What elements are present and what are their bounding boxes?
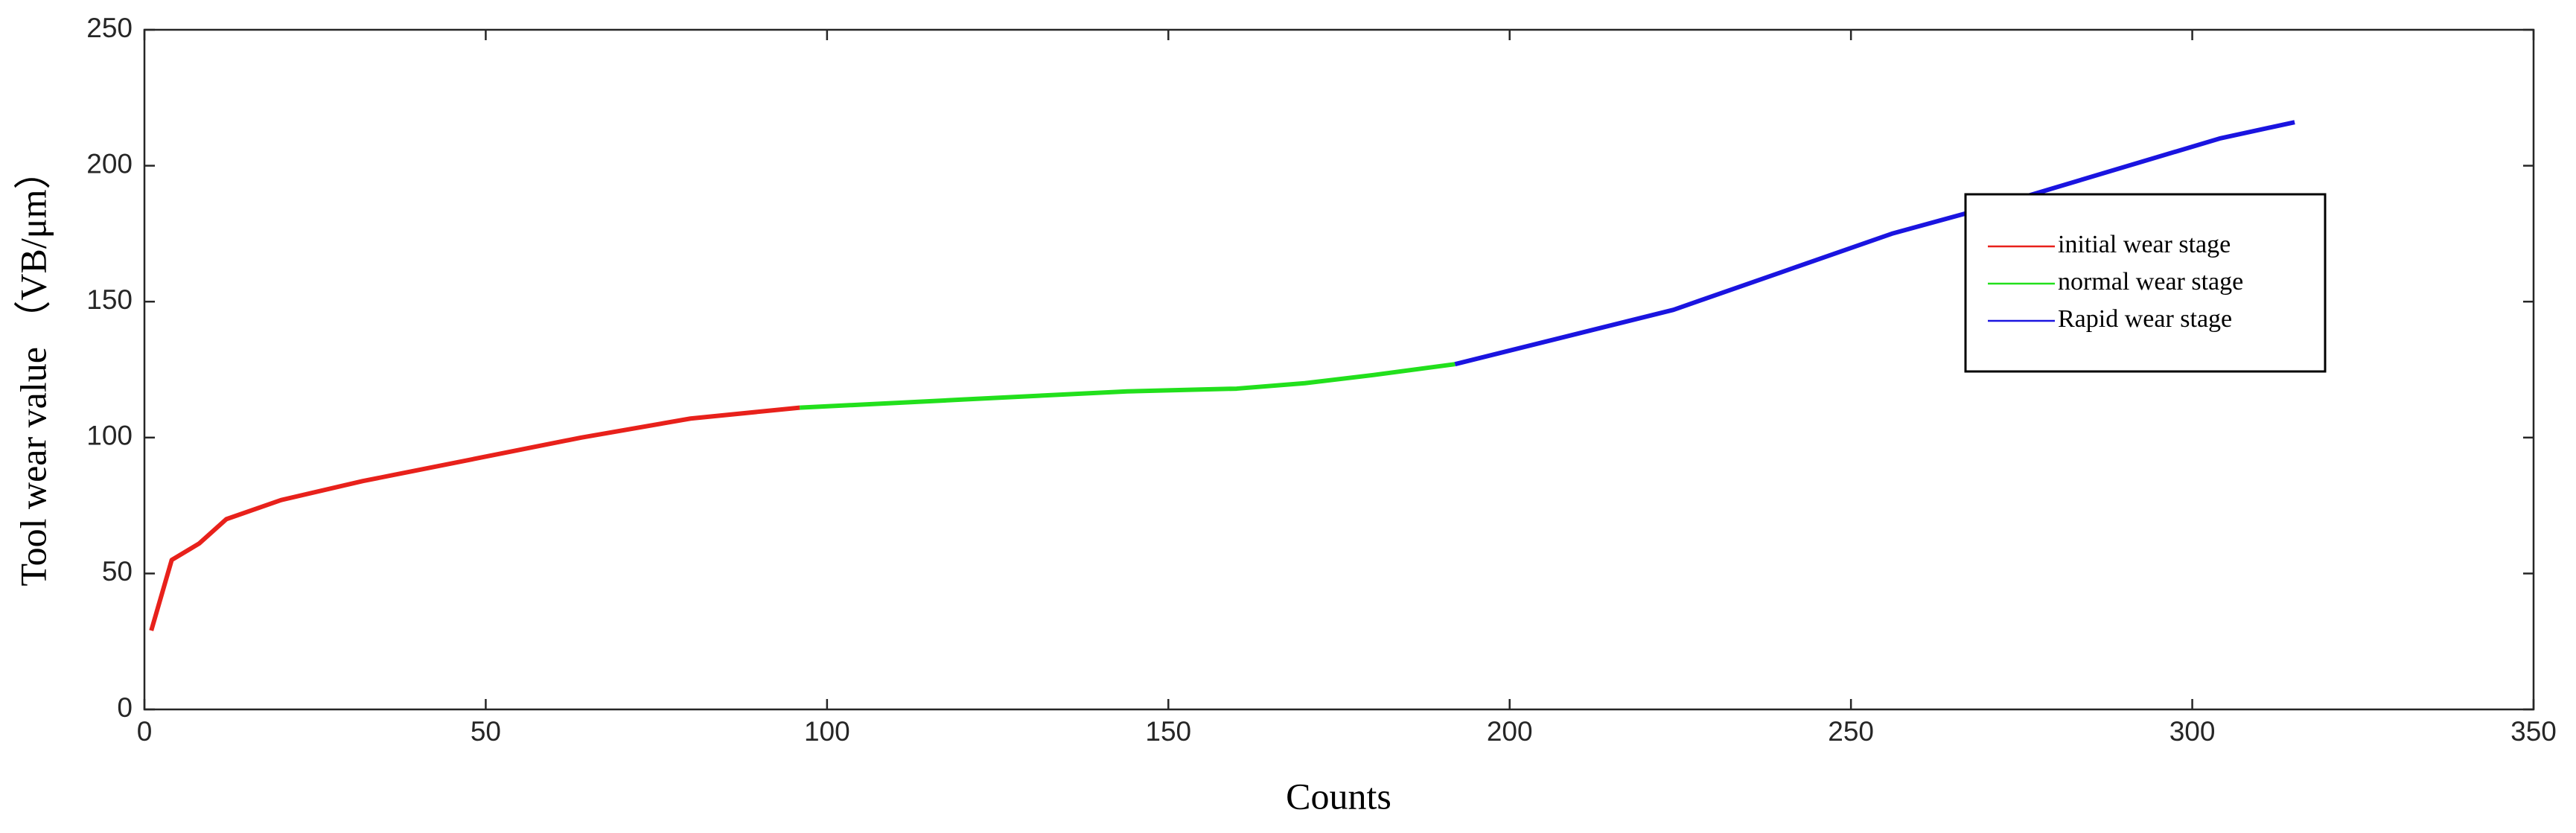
legend-label: Rapid wear stage xyxy=(2058,305,2232,333)
x-tick-label: 350 xyxy=(2510,716,2557,747)
y-tick-label: 150 xyxy=(86,284,133,315)
data-line xyxy=(1454,120,2295,367)
x-tick-label: 50 xyxy=(471,716,501,747)
legend-box xyxy=(1964,193,2327,373)
y-tick-label: 0 xyxy=(117,692,133,723)
y-tick-label: 250 xyxy=(86,13,133,43)
y-tick-label: 100 xyxy=(86,421,133,451)
legend-label: normal wear stage xyxy=(2058,268,2243,296)
x-tick-label: 250 xyxy=(1828,716,1874,747)
x-tick-label: 100 xyxy=(804,716,850,747)
x-tick-label: 0 xyxy=(137,716,153,747)
data-line xyxy=(149,405,800,631)
x-axis-label: Counts xyxy=(1286,775,1391,817)
x-tick-label: 300 xyxy=(2169,716,2216,747)
data-line xyxy=(800,362,1456,410)
y-axis-label: Tool wear value （VB/μm） xyxy=(12,153,54,587)
y-tick-label: 50 xyxy=(102,556,133,587)
legend-label: initial wear stage xyxy=(2058,231,2231,258)
y-tick-label: 200 xyxy=(86,148,133,179)
x-tick-label: 150 xyxy=(1145,716,1191,747)
x-tick-label: 200 xyxy=(1487,716,1533,747)
